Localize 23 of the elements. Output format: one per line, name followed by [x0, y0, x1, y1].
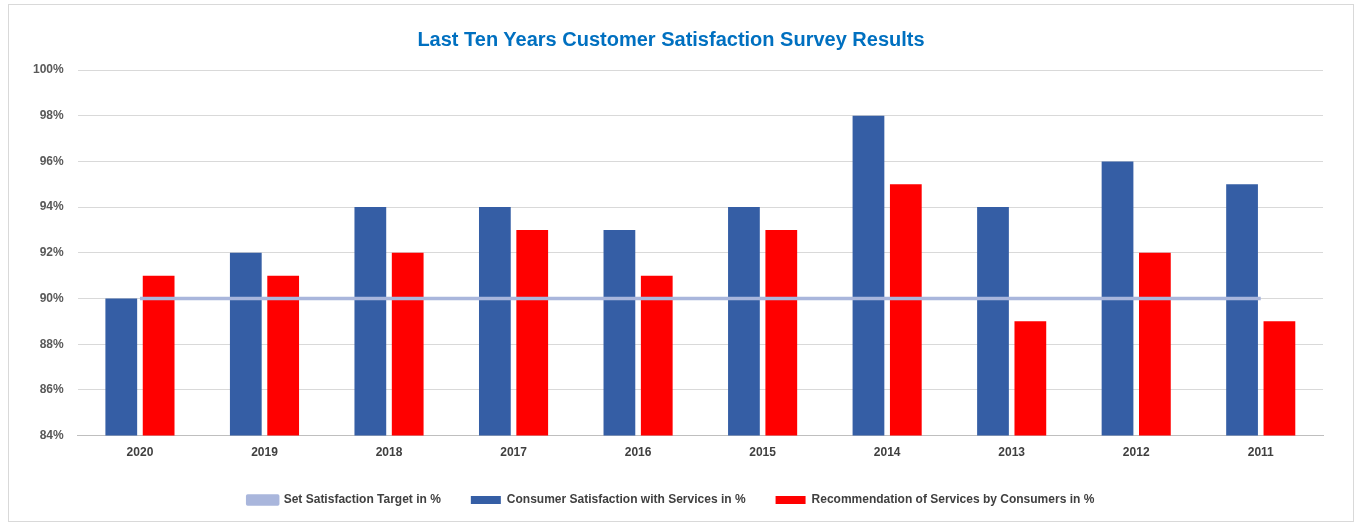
x-tick-label: 2017	[500, 445, 528, 460]
x-tick-label: 2018	[375, 445, 403, 460]
x-tick-label: 2020	[126, 445, 154, 460]
x-tick-label: 2019	[251, 445, 279, 460]
x-tick-label: 2016	[624, 445, 652, 460]
x-tick-label: 2015	[749, 445, 777, 460]
y-tick-label: 100%	[32, 62, 65, 77]
x-tick-label: 2014	[873, 445, 901, 460]
y-tick-label: 90%	[39, 290, 65, 305]
x-tick-label: 2013	[998, 445, 1026, 460]
y-tick-label: 96%	[39, 153, 65, 168]
x-tick-label: 2011	[1247, 445, 1275, 460]
y-tick-label: 86%	[39, 382, 65, 397]
chart-title: Last Ten Years Customer Satisfaction Survey Results	[417, 27, 925, 50]
legend-label: Set Satisfaction Target in %	[283, 492, 442, 507]
y-tick-label: 84%	[39, 427, 65, 442]
y-tick-label: 98%	[39, 108, 65, 123]
legend-label: Consumer Satisfaction with Services in %	[506, 492, 746, 507]
legend-label: Recommendation of Services by Consumers in %	[811, 492, 1095, 507]
y-tick-label: 92%	[39, 245, 65, 260]
y-tick-label: 88%	[39, 336, 65, 351]
y-tick-label: 94%	[39, 199, 65, 214]
x-tick-label: 2012	[1122, 445, 1150, 460]
